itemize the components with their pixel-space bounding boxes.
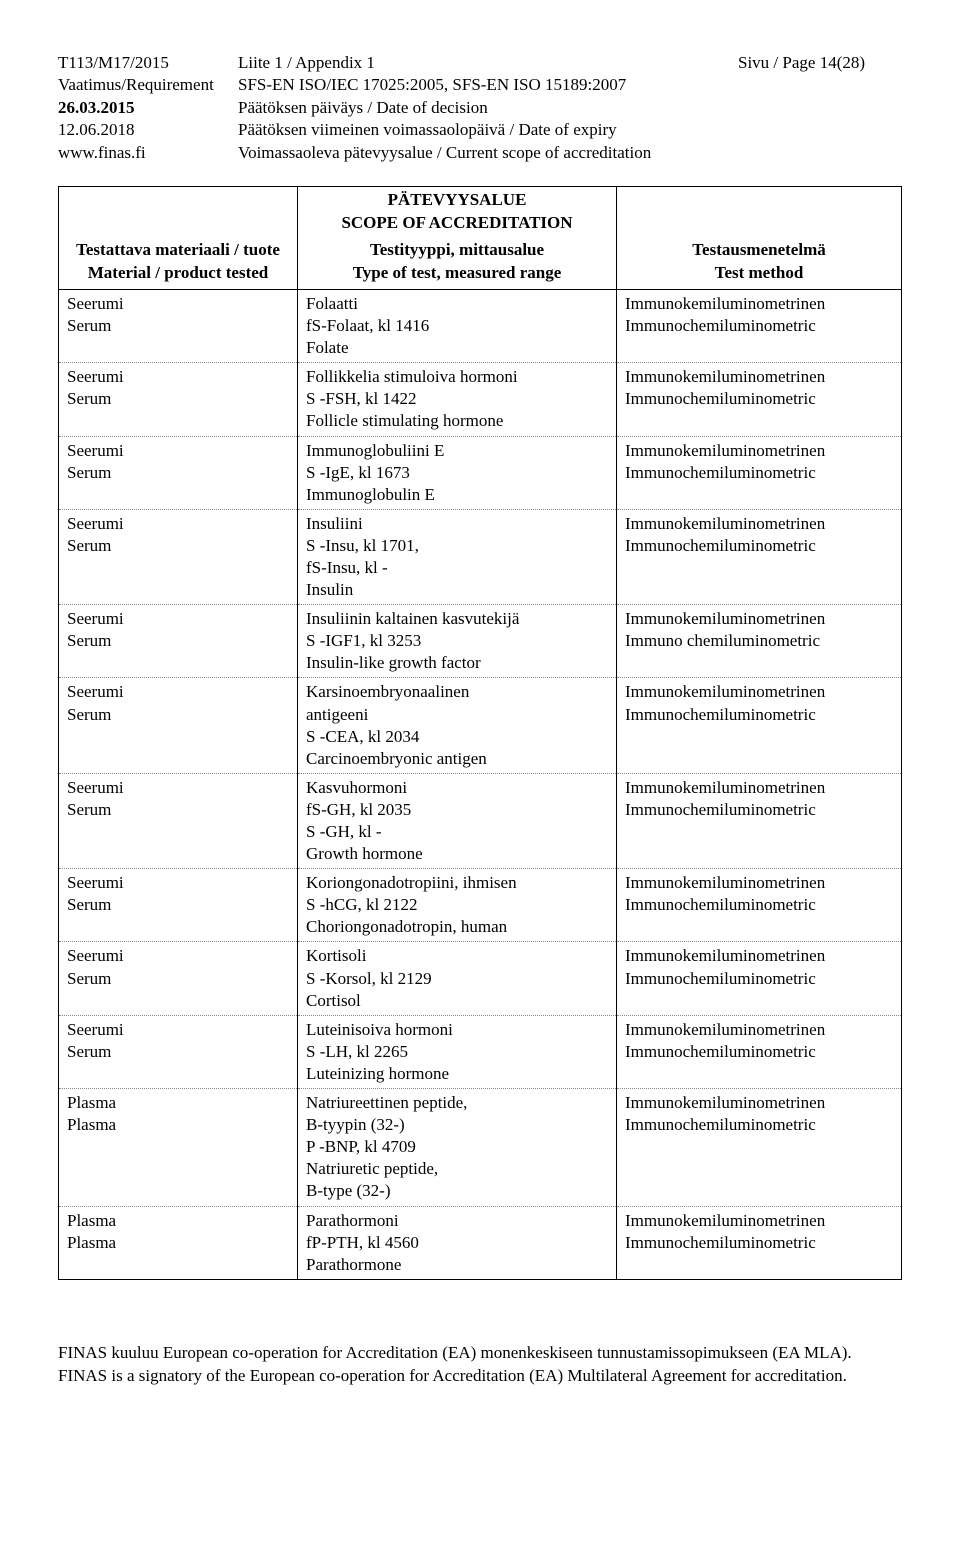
table-row: SeerumiSerumKarsinoembryonaalinenantigee… <box>59 678 902 773</box>
table-row: PlasmaPlasmaNatriureettinen peptide,B-ty… <box>59 1089 902 1206</box>
cell-material: SeerumiSerum <box>59 1015 298 1088</box>
cell-material: SeerumiSerum <box>59 289 298 362</box>
cell-material: SeerumiSerum <box>59 605 298 678</box>
cell-method: ImmunokemiluminometrinenImmunochemilumin… <box>617 1206 902 1279</box>
col-header-test: PÄTEVYYSALUE SCOPE OF ACCREDITATION Test… <box>298 187 617 290</box>
col-header-material: Testattava materiaali / tuote Material /… <box>59 187 298 290</box>
header-mid-l5: Voimassaoleva pätevyysalue / Current sco… <box>238 142 738 164</box>
cell-material: SeerumiSerum <box>59 436 298 509</box>
cell-method: ImmunokemiluminometrinenImmunochemilumin… <box>617 436 902 509</box>
cell-test: Natriureettinen peptide,B-tyypin (32-)P … <box>298 1089 617 1206</box>
page-footer: FINAS kuuluu European co-operation for A… <box>58 1342 902 1388</box>
table-row: SeerumiSerumKasvuhormonifS-GH, kl 2035S … <box>59 773 902 868</box>
header-mid-l2: SFS-EN ISO/IEC 17025:2005, SFS-EN ISO 15… <box>238 74 738 96</box>
cell-test: Immunoglobuliini ES -IgE, kl 1673Immunog… <box>298 436 617 509</box>
cell-material: SeerumiSerum <box>59 678 298 773</box>
cell-material: PlasmaPlasma <box>59 1089 298 1206</box>
cell-material: PlasmaPlasma <box>59 1206 298 1279</box>
cell-test: Koriongonadotropiini, ihmisenS -hCG, kl … <box>298 869 617 942</box>
table-row: SeerumiSerumInsuliiniS -Insu, kl 1701,fS… <box>59 509 902 604</box>
cell-test: KasvuhormonifS-GH, kl 2035S -GH, kl -Gro… <box>298 773 617 868</box>
header-right: Sivu / Page 14(28) <box>738 52 902 164</box>
header-left-l4: 12.06.2018 <box>58 119 238 141</box>
header-mid-l4: Päätöksen viimeinen voimassaolopäivä / D… <box>238 119 738 141</box>
header-mid: Liite 1 / Appendix 1 SFS-EN ISO/IEC 1702… <box>238 52 738 164</box>
cell-material: SeerumiSerum <box>59 942 298 1015</box>
table-header-row: Testattava materiaali / tuote Material /… <box>59 187 902 290</box>
cell-method: ImmunokemiluminometrinenImmunochemilumin… <box>617 363 902 436</box>
cell-method: ImmunokemiluminometrinenImmunochemilumin… <box>617 289 902 362</box>
header-mid-l1: Liite 1 / Appendix 1 <box>238 52 738 74</box>
cell-test: KarsinoembryonaalinenantigeeniS -CEA, kl… <box>298 678 617 773</box>
cell-method: ImmunokemiluminometrinenImmunochemilumin… <box>617 1015 902 1088</box>
cell-method: ImmunokemiluminometrinenImmunochemilumin… <box>617 509 902 604</box>
header-left-l1: T113/M17/2015 <box>58 52 238 74</box>
header-left: T113/M17/2015 Vaatimus/Requirement 26.03… <box>58 52 238 164</box>
table-row: SeerumiSerumInsuliinin kaltainen kasvute… <box>59 605 902 678</box>
cell-material: SeerumiSerum <box>59 869 298 942</box>
cell-method: ImmunokemiluminometrinenImmunochemilumin… <box>617 1089 902 1206</box>
cell-test: KortisoliS -Korsol, kl 2129Cortisol <box>298 942 617 1015</box>
cell-test: ParathormonifP-PTH, kl 4560Parathormone <box>298 1206 617 1279</box>
table-row: PlasmaPlasmaParathormonifP-PTH, kl 4560P… <box>59 1206 902 1279</box>
cell-material: SeerumiSerum <box>59 363 298 436</box>
cell-test: Follikkelia stimuloiva hormoniS -FSH, kl… <box>298 363 617 436</box>
cell-method: ImmunokemiluminometrinenImmunochemilumin… <box>617 678 902 773</box>
page-header: T113/M17/2015 Vaatimus/Requirement 26.03… <box>58 52 902 164</box>
cell-method: ImmunokemiluminometrinenImmunochemilumin… <box>617 869 902 942</box>
cell-material: SeerumiSerum <box>59 509 298 604</box>
footer-l2: FINAS is a signatory of the European co-… <box>58 1365 902 1388</box>
table-row: SeerumiSerumFolaattifS-Folaat, kl 1416Fo… <box>59 289 902 362</box>
cell-method: ImmunokemiluminometrinenImmunochemilumin… <box>617 942 902 1015</box>
accreditation-table: Testattava materiaali / tuote Material /… <box>58 186 902 1280</box>
cell-test: Insuliinin kaltainen kasvutekijäS -IGF1,… <box>298 605 617 678</box>
footer-l1: FINAS kuuluu European co-operation for A… <box>58 1342 902 1365</box>
col-header-method: Testausmenetelmä Test method <box>617 187 902 290</box>
table-row: SeerumiSerumKoriongonadotropiini, ihmise… <box>59 869 902 942</box>
cell-method: ImmunokemiluminometrinenImmunochemilumin… <box>617 773 902 868</box>
cell-test: FolaattifS-Folaat, kl 1416Folate <box>298 289 617 362</box>
header-left-l2: Vaatimus/Requirement <box>58 74 238 96</box>
table-row: SeerumiSerumImmunoglobuliini ES -IgE, kl… <box>59 436 902 509</box>
cell-test: InsuliiniS -Insu, kl 1701,fS-Insu, kl -I… <box>298 509 617 604</box>
page: T113/M17/2015 Vaatimus/Requirement 26.03… <box>0 0 960 1428</box>
header-mid-l3: Päätöksen päiväys / Date of decision <box>238 97 738 119</box>
table-row: SeerumiSerumFollikkelia stimuloiva hormo… <box>59 363 902 436</box>
table-row: SeerumiSerumLuteinisoiva hormoniS -LH, k… <box>59 1015 902 1088</box>
cell-test: Luteinisoiva hormoniS -LH, kl 2265Lutein… <box>298 1015 617 1088</box>
cell-material: SeerumiSerum <box>59 773 298 868</box>
accreditation-title: PÄTEVYYSALUE SCOPE OF ACCREDITATION <box>306 189 608 235</box>
header-left-l3: 26.03.2015 <box>58 97 238 119</box>
cell-method: ImmunokemiluminometrinenImmuno chemilumi… <box>617 605 902 678</box>
table-row: SeerumiSerumKortisoliS -Korsol, kl 2129C… <box>59 942 902 1015</box>
header-left-l5: www.finas.fi <box>58 142 238 164</box>
